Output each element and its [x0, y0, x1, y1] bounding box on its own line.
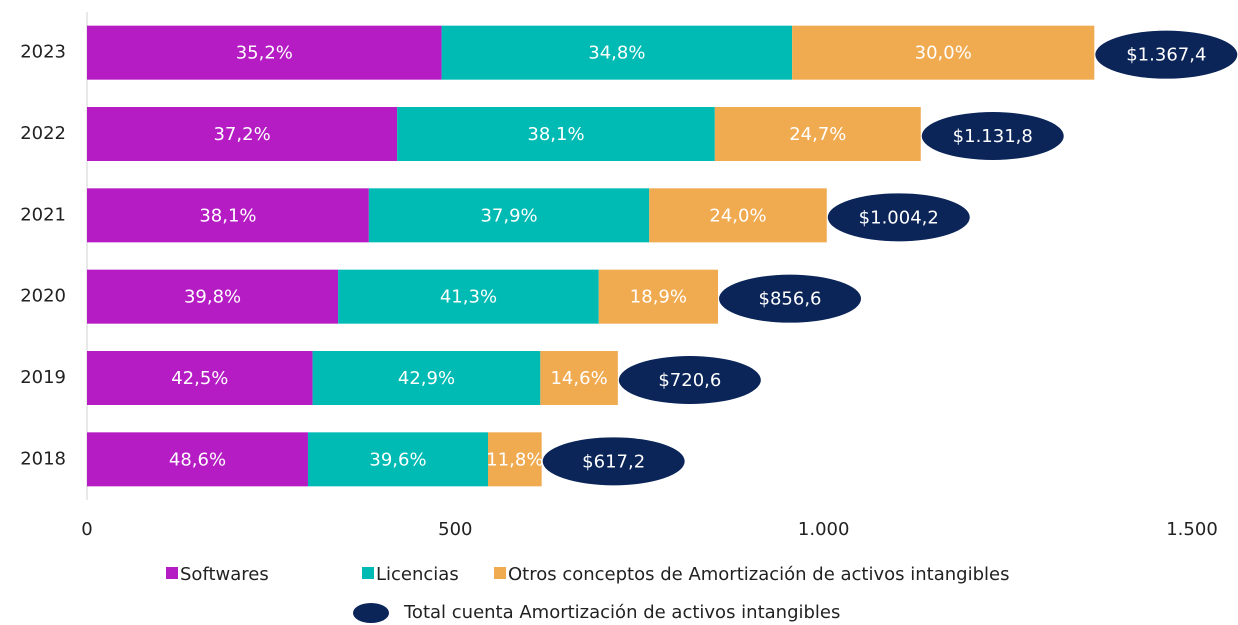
data-label: 18,9% [630, 287, 687, 308]
bar-segment [649, 188, 827, 243]
legend-swatch [166, 567, 178, 579]
data-label: 41,3% [440, 287, 497, 308]
data-label: 34,8% [588, 43, 645, 64]
data-label: 48,6% [169, 449, 226, 470]
total-label: $1.367,4 [1126, 45, 1206, 66]
total-marker [1095, 30, 1238, 79]
total-marker [618, 356, 761, 404]
bar-segment [598, 269, 719, 324]
data-label: 39,8% [184, 287, 241, 308]
bar-segment [87, 432, 308, 487]
total-marker [827, 193, 970, 242]
total-label: $1.004,2 [859, 207, 939, 228]
total-label: $856,6 [759, 289, 822, 310]
total-marker [921, 112, 1064, 160]
data-label: 35,2% [236, 43, 293, 64]
legend-swatch [353, 603, 389, 623]
bar-segment [368, 188, 650, 243]
total-marker [719, 274, 862, 323]
bar-segment [307, 432, 489, 487]
y-tick-label: 2020 [20, 286, 66, 307]
data-label: 42,5% [171, 368, 228, 389]
legend-label: Softwares [180, 564, 269, 585]
bar-segment [540, 351, 618, 405]
total-label: $1.131,8 [953, 126, 1033, 147]
total-marker [542, 437, 685, 486]
bar-segment [714, 107, 921, 161]
total-label: $617,2 [582, 451, 645, 472]
y-tick-label: 2019 [20, 367, 66, 388]
data-label: 37,2% [213, 124, 270, 145]
y-tick-label: 2018 [20, 448, 66, 469]
data-label: 24,0% [709, 205, 766, 226]
data-label: 38,1% [199, 205, 256, 226]
bar-segment [87, 188, 369, 243]
data-label: 38,1% [527, 124, 584, 145]
data-label: 37,9% [480, 205, 537, 226]
total-label: $720,6 [658, 370, 721, 391]
bar-segment [441, 25, 793, 80]
y-tick-label: 2021 [20, 204, 66, 225]
bar-segment [338, 269, 599, 324]
bar-segment [87, 269, 339, 324]
bar-segment [488, 432, 542, 487]
x-tick-label: 1.000 [798, 519, 850, 540]
data-label: 42,9% [398, 368, 455, 389]
x-tick-label: 500 [438, 519, 472, 540]
legend-label: Total cuenta Amortización de activos int… [403, 602, 840, 623]
data-label: 39,6% [369, 449, 426, 470]
bar-segment [87, 351, 313, 405]
legend-label: Licencias [376, 564, 459, 585]
bar-segment [792, 25, 1095, 80]
x-tick-label: 0 [81, 519, 92, 540]
data-label: 11,8% [486, 449, 543, 470]
data-label: 14,6% [550, 368, 607, 389]
legend-swatch [494, 567, 506, 579]
legend-label: Otros conceptos de Amortización de activ… [508, 564, 1009, 585]
legend-swatch [362, 567, 374, 579]
y-tick-label: 2023 [20, 42, 66, 63]
data-label: 24,7% [789, 124, 846, 145]
bar-segment [87, 107, 398, 161]
y-tick-label: 2022 [20, 123, 66, 144]
bar-segment [312, 351, 541, 405]
x-tick-label: 1.500 [1166, 519, 1218, 540]
data-label: 30,0% [915, 43, 972, 64]
bar-segment [87, 25, 442, 80]
bar-segment [397, 107, 715, 161]
